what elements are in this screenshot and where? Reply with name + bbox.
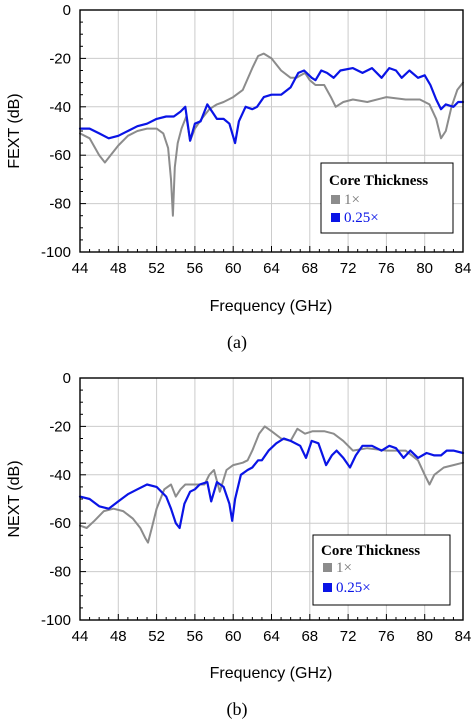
caption-a: (a) — [227, 332, 247, 353]
x-tick-label: 60 — [225, 628, 242, 645]
legend-title-b: Core Thickness — [321, 543, 420, 559]
x-tick-label: 52 — [148, 628, 165, 645]
y-tick-label: 0 — [63, 2, 71, 19]
y-tick-label: -40 — [49, 99, 71, 116]
legend-swatch-025x-a — [331, 213, 340, 222]
legend-label-025x-b: 0.25× — [336, 580, 371, 596]
caption-b: (b) — [227, 699, 248, 720]
x-tick-label: 64 — [263, 628, 280, 645]
x-tick-label: 52 — [148, 260, 165, 277]
x-tick-label: 84 — [455, 260, 472, 277]
panel-a: 0 -20 -40 -60 -80 -100 44 48 52 56 60 64… — [6, 2, 471, 353]
series-line-0-25x — [78, 66, 465, 145]
y-tick-label: -80 — [49, 564, 71, 581]
x-tick-label: 48 — [110, 628, 127, 645]
legend-swatch-1x-a — [331, 195, 340, 204]
legend-b: Core Thickness 1× 0.25× — [312, 534, 451, 606]
legend-swatch-1x-b — [323, 563, 332, 572]
x-tick-label: 68 — [301, 628, 318, 645]
legend-a: Core Thickness 1× 0.25× — [320, 162, 454, 234]
y-tick-labels-a: 0 -20 -40 -60 -80 -100 — [41, 2, 71, 261]
grid-b — [80, 378, 463, 620]
legend-label-025x-a: 0.25× — [344, 210, 379, 226]
legend-box-a — [320, 162, 454, 234]
x-tick-label: 72 — [340, 628, 357, 645]
minor-ticks-b — [79, 377, 464, 621]
y-axis-title-b: NEXT (dB) — [6, 460, 23, 537]
minor-ticks-a — [79, 9, 464, 253]
x-tick-label: 76 — [378, 260, 395, 277]
x-tick-label: 72 — [340, 260, 357, 277]
legend-swatch-025x-b — [323, 583, 332, 592]
y-tick-label: -80 — [49, 196, 71, 213]
y-tick-label: -20 — [49, 418, 71, 435]
x-tick-label: 48 — [110, 260, 127, 277]
y-tick-label: -100 — [41, 244, 71, 261]
x-tick-label: 80 — [416, 628, 433, 645]
x-tick-label: 76 — [378, 628, 395, 645]
panel-b: 0 -20 -40 -60 -80 -100 44 48 52 56 60 64… — [6, 370, 471, 720]
x-tick-label: 60 — [225, 260, 242, 277]
x-tick-label: 64 — [263, 260, 280, 277]
y-tick-label: -100 — [41, 612, 71, 629]
legend-label-1x-a: 1× — [344, 192, 360, 208]
y-tick-label: -40 — [49, 467, 71, 484]
series-line-1x — [79, 425, 464, 544]
x-tick-label: 44 — [72, 628, 89, 645]
series-line-0-25x — [78, 437, 465, 530]
series-line-1x — [79, 52, 464, 217]
y-tick-label: -20 — [49, 50, 71, 67]
series-b — [78, 425, 465, 544]
legend-label-1x-b: 1× — [336, 560, 352, 576]
y-axis-title-a: FEXT (dB) — [6, 93, 23, 168]
x-axis-title-a: Frequency (GHz) — [210, 298, 333, 315]
x-tick-label: 80 — [416, 260, 433, 277]
legend-box-b — [312, 534, 451, 606]
x-tick-label: 56 — [187, 260, 204, 277]
x-tick-label: 68 — [301, 260, 318, 277]
x-tick-labels-b: 44 48 52 56 60 64 68 72 76 80 84 — [72, 628, 472, 645]
y-tick-labels-b: 0 -20 -40 -60 -80 -100 — [41, 370, 71, 629]
legend-title-a: Core Thickness — [329, 173, 428, 189]
x-tick-label: 44 — [72, 260, 89, 277]
x-tick-labels-a: 44 48 52 56 60 64 68 72 76 80 84 — [72, 260, 472, 277]
x-tick-label: 56 — [187, 628, 204, 645]
series-a — [78, 52, 465, 217]
x-axis-title-b: Frequency (GHz) — [210, 665, 333, 682]
x-tick-label: 84 — [455, 628, 472, 645]
y-tick-label: 0 — [63, 370, 71, 387]
y-tick-label: -60 — [49, 147, 71, 164]
y-tick-label: -60 — [49, 515, 71, 532]
